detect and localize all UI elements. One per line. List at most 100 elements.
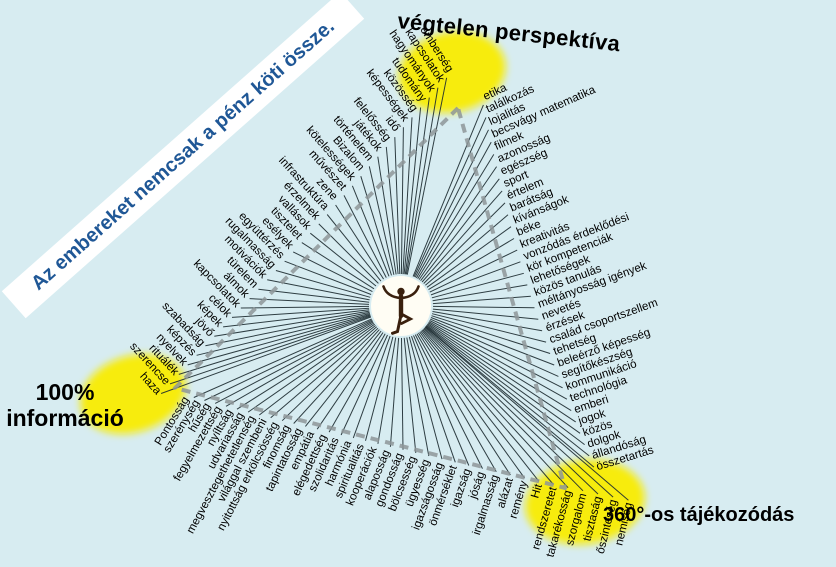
radial-line bbox=[426, 226, 512, 288]
radial-line bbox=[368, 166, 395, 275]
radial-line bbox=[423, 202, 506, 284]
radial-line bbox=[343, 195, 387, 278]
radial-line bbox=[270, 326, 378, 419]
radial-line bbox=[231, 307, 370, 318]
highlight-blobs bbox=[80, 31, 645, 545]
radial-line bbox=[414, 334, 483, 469]
radial-line bbox=[377, 156, 397, 275]
radial-line bbox=[318, 223, 379, 284]
radial-line bbox=[429, 249, 518, 293]
radial-line bbox=[193, 318, 372, 398]
radial-line bbox=[413, 335, 470, 466]
radial-line bbox=[426, 324, 585, 445]
radial-line bbox=[428, 321, 568, 400]
center-figure bbox=[371, 276, 431, 336]
radial-line bbox=[267, 279, 370, 301]
radial-line bbox=[424, 326, 629, 501]
highlight-blob-bottom-right bbox=[525, 459, 645, 545]
radial-line bbox=[416, 333, 497, 473]
radial-line bbox=[421, 329, 554, 485]
radial-line bbox=[309, 232, 377, 287]
title-100-information: 100% információ bbox=[0, 379, 130, 432]
radial-line bbox=[335, 204, 385, 280]
radial-line bbox=[240, 305, 370, 309]
radial-line bbox=[418, 166, 498, 280]
radial-line bbox=[236, 322, 375, 410]
radial-line bbox=[385, 146, 399, 275]
radial-line bbox=[429, 318, 559, 377]
radial-line bbox=[420, 330, 540, 482]
radial-line bbox=[431, 272, 524, 299]
radial-line bbox=[425, 326, 595, 468]
radial-line bbox=[420, 178, 500, 282]
radial-line bbox=[214, 320, 373, 404]
radial-line bbox=[428, 238, 515, 291]
radial-line bbox=[432, 305, 535, 309]
radial-line bbox=[426, 324, 581, 434]
radial-line bbox=[412, 104, 484, 277]
highlight-blob-top bbox=[398, 31, 506, 113]
radial-line bbox=[293, 329, 380, 424]
radial-line bbox=[431, 313, 547, 343]
radial-line bbox=[432, 295, 531, 305]
radial-line bbox=[429, 320, 563, 389]
radial-line bbox=[204, 319, 373, 401]
radial-line bbox=[365, 336, 394, 441]
radial-line bbox=[403, 107, 422, 275]
title-360-orientation: 360°-os tájékozódás bbox=[603, 504, 795, 526]
radial-line bbox=[196, 313, 371, 356]
radial-line bbox=[394, 137, 401, 275]
radial-line bbox=[249, 298, 370, 305]
radial-line bbox=[178, 314, 371, 375]
radial-line bbox=[432, 311, 543, 332]
radial-line bbox=[281, 327, 379, 422]
radial-line bbox=[432, 308, 539, 320]
radial-line bbox=[415, 141, 492, 279]
radial-line bbox=[275, 270, 371, 298]
radial-line bbox=[352, 335, 391, 439]
radial-line bbox=[205, 311, 370, 347]
radial-line bbox=[258, 288, 370, 303]
radial-line bbox=[403, 337, 417, 453]
radial-line bbox=[417, 154, 495, 279]
radial-line bbox=[326, 214, 382, 282]
radial-line bbox=[408, 336, 443, 460]
radial-line bbox=[425, 214, 509, 286]
radial-line bbox=[404, 97, 430, 275]
radial-line bbox=[223, 309, 370, 328]
radial-line bbox=[422, 329, 569, 489]
radial-line bbox=[406, 337, 430, 457]
dancing-figure-icon bbox=[382, 285, 420, 335]
radial-line bbox=[427, 323, 576, 423]
radial-line bbox=[160, 316, 372, 394]
radial-line bbox=[258, 325, 376, 416]
radial-line bbox=[417, 332, 511, 476]
radial-line bbox=[424, 327, 614, 498]
radial-line bbox=[402, 117, 413, 275]
highlight-blob-bottom-left bbox=[80, 354, 186, 434]
triangle-dashed-border bbox=[173, 106, 567, 490]
radial-line bbox=[419, 331, 526, 479]
value-label-bottom: Hit bbox=[528, 482, 545, 500]
radial-line bbox=[414, 129, 489, 278]
radial-line bbox=[431, 315, 551, 354]
radial-line bbox=[328, 333, 386, 433]
radial-line bbox=[169, 315, 371, 385]
radial-line bbox=[430, 261, 521, 296]
radial-line bbox=[247, 323, 375, 413]
radial-line bbox=[284, 260, 372, 295]
radial-line bbox=[428, 322, 572, 412]
radial-line bbox=[389, 337, 400, 447]
title-100-line2: információ bbox=[6, 405, 124, 432]
radial-line bbox=[377, 337, 397, 444]
title-100-line1: 100% bbox=[35, 379, 95, 405]
radial-line bbox=[401, 337, 404, 450]
radial-line bbox=[351, 185, 390, 277]
radial-line bbox=[214, 310, 370, 337]
radial-line bbox=[360, 176, 392, 276]
radial-line bbox=[400, 127, 404, 275]
radial-line bbox=[340, 334, 388, 436]
radial-line bbox=[425, 325, 590, 457]
radial-line bbox=[421, 190, 503, 283]
